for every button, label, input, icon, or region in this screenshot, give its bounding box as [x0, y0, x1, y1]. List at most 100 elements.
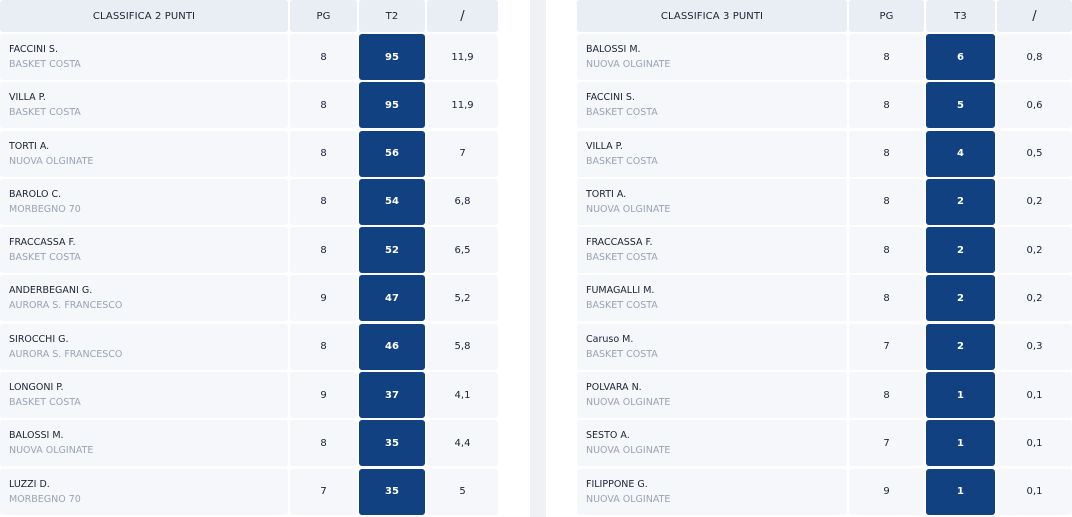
team-name: BASKET COSTA — [9, 397, 81, 409]
team-name: NUOVA OLGINATE — [586, 445, 671, 457]
games-played: 7 — [849, 323, 924, 370]
per-game-average: 0,5 — [997, 130, 1072, 177]
table-row[interactable]: FUMAGALLI M. BASKET COSTA 8 2 0,2 — [577, 275, 1072, 322]
player-cell[interactable]: LUZZI D. MORBEGNO 70 — [0, 468, 288, 515]
table-row[interactable]: LUZZI D. MORBEGNO 70 7 35 5 — [0, 468, 498, 515]
player-name[interactable]: SESTO A. — [586, 430, 630, 442]
player-cell[interactable]: POLVARA N. NUOVA OLGINATE — [577, 372, 847, 419]
player-name[interactable]: FILIPPONE G. — [586, 478, 648, 490]
player-cell[interactable]: BALOSSI M. NUOVA OLGINATE — [577, 34, 847, 80]
player-name[interactable]: TORTI A. — [586, 188, 627, 200]
per-game-average: 11,9 — [427, 82, 498, 129]
player-cell[interactable]: BAROLO C. MORBEGNO 70 — [0, 178, 288, 225]
per-game-average: 6,8 — [427, 178, 498, 225]
player-cell[interactable]: SESTO A. NUOVA OLGINATE — [577, 420, 847, 467]
column-header-average[interactable]: / — [997, 0, 1072, 32]
team-name: BASKET COSTA — [9, 252, 81, 264]
stat-value: 35 — [359, 420, 425, 467]
table-row[interactable]: ANDERBEGANI G. AURORA S. FRANCESCO 9 47 5,2 — [0, 275, 498, 322]
player-name[interactable]: TORTI A. — [9, 140, 50, 152]
player-name[interactable]: BALOSSI M. — [9, 430, 64, 442]
player-name[interactable]: LUZZI D. — [9, 478, 50, 490]
stat-value: 2 — [926, 323, 995, 370]
per-game-average: 0,6 — [997, 82, 1072, 129]
table-row[interactable]: LONGONI P. BASKET COSTA 9 37 4,1 — [0, 372, 498, 419]
table-row[interactable]: SESTO A. NUOVA OLGINATE 7 1 0,1 — [577, 420, 1072, 467]
stat-value: 95 — [359, 34, 425, 80]
player-cell[interactable]: Caruso M. BASKET COSTA — [577, 323, 847, 370]
column-header-title[interactable]: CLASSIFICA 2 PUNTI — [0, 0, 288, 32]
player-name[interactable]: POLVARA N. — [586, 382, 642, 394]
per-game-average: 4,1 — [427, 372, 498, 419]
games-played: 8 — [290, 34, 357, 80]
player-name[interactable]: VILLA P. — [586, 140, 623, 152]
games-played: 8 — [849, 227, 924, 274]
player-cell[interactable]: TORTI A. NUOVA OLGINATE — [0, 130, 288, 177]
player-cell[interactable]: FRACCASSA F. BASKET COSTA — [577, 227, 847, 274]
per-game-average: 0,8 — [997, 34, 1072, 80]
team-name: NUOVA OLGINATE — [586, 493, 671, 505]
column-header-t2[interactable]: T2 — [359, 0, 425, 32]
games-played: 9 — [290, 372, 357, 419]
table-row[interactable]: Caruso M. BASKET COSTA 7 2 0,3 — [577, 323, 1072, 370]
player-name[interactable]: SIROCCHI G. — [9, 333, 69, 345]
per-game-average: 6,5 — [427, 227, 498, 274]
player-cell[interactable]: ANDERBEGANI G. AURORA S. FRANCESCO — [0, 275, 288, 322]
column-header-average[interactable]: / — [427, 0, 498, 32]
table-row[interactable]: BALOSSI M. NUOVA OLGINATE 8 35 4,4 — [0, 420, 498, 467]
column-header-pg[interactable]: PG — [849, 0, 924, 32]
games-played: 9 — [849, 468, 924, 515]
player-name[interactable]: VILLA P. — [9, 92, 46, 104]
table-row[interactable]: FRACCASSA F. BASKET COSTA 8 2 0,2 — [577, 227, 1072, 274]
table-row[interactable]: FRACCASSA F. BASKET COSTA 8 52 6,5 — [0, 227, 498, 274]
player-cell[interactable]: FUMAGALLI M. BASKET COSTA — [577, 275, 847, 322]
player-name[interactable]: ANDERBEGANI G. — [9, 285, 93, 297]
player-cell[interactable]: LONGONI P. BASKET COSTA — [0, 372, 288, 419]
team-name: MORBEGNO 70 — [9, 203, 81, 215]
player-cell[interactable]: FACCINI S. BASKET COSTA — [577, 82, 847, 129]
table-header: CLASSIFICA 3 PUNTI PG T3 / — [577, 0, 1072, 32]
player-name[interactable]: FUMAGALLI M. — [586, 285, 655, 297]
table-row[interactable]: SIROCCHI G. AURORA S. FRANCESCO 8 46 5,8 — [0, 323, 498, 370]
player-name[interactable]: BALOSSI M. — [586, 44, 641, 55]
column-header-pg[interactable]: PG — [290, 0, 357, 32]
games-played: 8 — [290, 130, 357, 177]
player-name[interactable]: FRACCASSA F. — [586, 237, 653, 249]
column-header-title[interactable]: CLASSIFICA 3 PUNTI — [577, 0, 847, 32]
table-row[interactable]: BAROLO C. MORBEGNO 70 8 54 6,8 — [0, 178, 498, 225]
games-played: 8 — [290, 227, 357, 274]
player-cell[interactable]: FILIPPONE G. NUOVA OLGINATE — [577, 468, 847, 515]
two-point-leaderboard: CLASSIFICA 2 PUNTI PG T2 / FACCINI S. BAS… — [0, 0, 498, 517]
table-row[interactable]: VILLA P. BASKET COSTA 8 4 0,5 — [577, 130, 1072, 177]
table-row[interactable]: TORTI A. NUOVA OLGINATE 8 56 7 — [0, 130, 498, 177]
table-row[interactable]: TORTI A. NUOVA OLGINATE 8 2 0,2 — [577, 178, 1072, 225]
player-cell[interactable]: BALOSSI M. NUOVA OLGINATE — [0, 420, 288, 467]
player-name[interactable]: Caruso M. — [586, 333, 634, 345]
games-played: 8 — [849, 275, 924, 322]
player-name[interactable]: LONGONI P. — [9, 382, 64, 394]
player-cell[interactable]: VILLA P. BASKET COSTA — [0, 82, 288, 129]
player-cell[interactable]: VILLA P. BASKET COSTA — [577, 130, 847, 177]
column-header-t3[interactable]: T3 — [926, 0, 995, 32]
player-cell[interactable]: TORTI A. NUOVA OLGINATE — [577, 178, 847, 225]
table-row[interactable]: POLVARA N. NUOVA OLGINATE 8 1 0,1 — [577, 372, 1072, 419]
player-name[interactable]: FACCINI S. — [9, 44, 58, 55]
player-name[interactable]: BAROLO C. — [9, 188, 62, 200]
player-cell[interactable]: FRACCASSA F. BASKET COSTA — [0, 227, 288, 274]
games-played: 7 — [849, 420, 924, 467]
player-cell[interactable]: SIROCCHI G. AURORA S. FRANCESCO — [0, 323, 288, 370]
table-row[interactable]: BALOSSI M. NUOVA OLGINATE 8 6 0,8 — [577, 34, 1072, 80]
per-game-average: 0,2 — [997, 227, 1072, 274]
player-cell[interactable]: FACCINI S. BASKET COSTA — [0, 34, 288, 80]
table-row[interactable]: FACCINI S. BASKET COSTA 8 5 0,6 — [577, 82, 1072, 129]
per-game-average: 0,2 — [997, 178, 1072, 225]
table-row[interactable]: FACCINI S. BASKET COSTA 8 95 11,9 — [0, 34, 498, 80]
player-name[interactable]: FRACCASSA F. — [9, 237, 76, 249]
player-name[interactable]: FACCINI S. — [586, 92, 635, 104]
games-played: 8 — [290, 420, 357, 467]
table-row[interactable]: FILIPPONE G. NUOVA OLGINATE 9 1 0,1 — [577, 468, 1072, 515]
table-row[interactable]: VILLA P. BASKET COSTA 8 95 11,9 — [0, 82, 498, 129]
team-name: BASKET COSTA — [586, 348, 658, 360]
per-game-average: 0,1 — [997, 468, 1072, 515]
games-played: 8 — [849, 178, 924, 225]
